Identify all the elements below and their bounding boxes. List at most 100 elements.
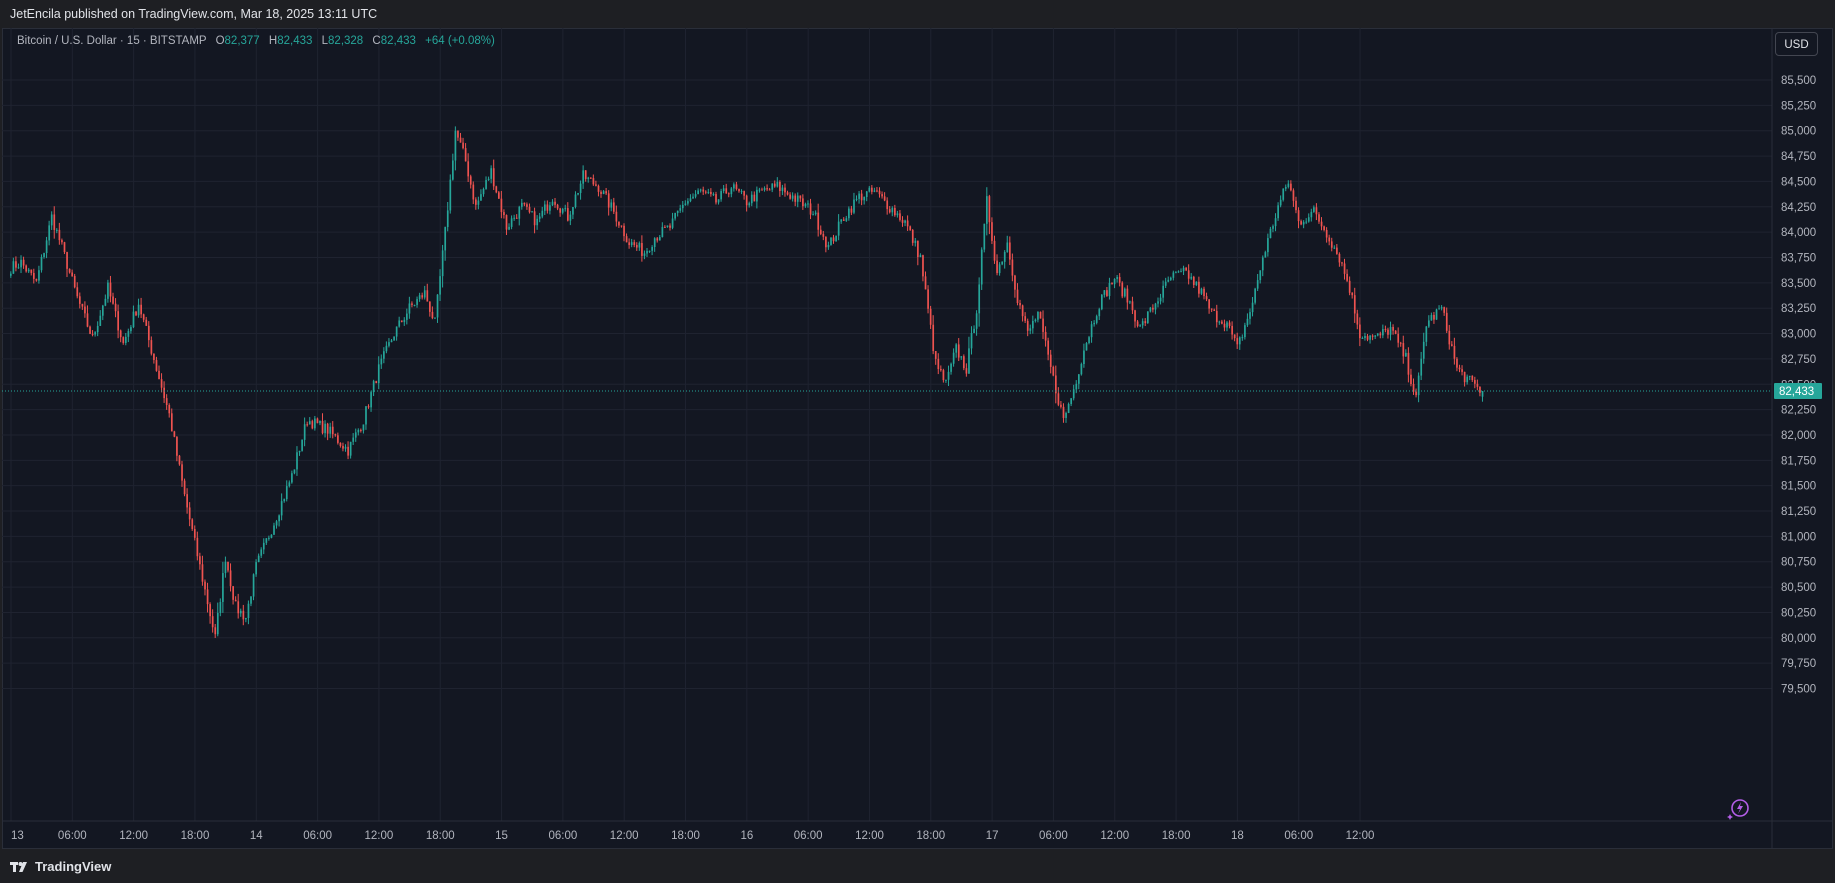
candle-body [168, 404, 171, 414]
candle-body [1307, 217, 1310, 222]
candle-body [209, 604, 211, 617]
candle-body [421, 295, 424, 298]
candle-body [973, 328, 975, 334]
tradingview-brand[interactable]: TradingView [10, 859, 111, 874]
x-tick-label: 17 [986, 830, 999, 842]
candle-body [1131, 301, 1134, 311]
candle-body [1325, 229, 1328, 238]
candle-body [1228, 322, 1231, 326]
candle-body [1236, 338, 1239, 345]
candle-body [1290, 183, 1292, 191]
candle-body [564, 208, 567, 210]
candle-body [1192, 276, 1195, 285]
candle-body [968, 348, 970, 374]
candle-body [247, 603, 250, 619]
candle-body [1208, 299, 1210, 309]
candle-body [748, 203, 751, 206]
candle-body [761, 189, 763, 191]
candle-body [201, 564, 204, 582]
candle-body [132, 311, 135, 328]
candle-body [569, 214, 572, 221]
candle-body [1203, 288, 1205, 297]
candle-body [1172, 272, 1175, 278]
candle-body [1080, 364, 1083, 375]
candle-body [1461, 369, 1463, 372]
currency-button[interactable]: USD [1775, 32, 1818, 56]
candle-body [1282, 188, 1285, 200]
price-chart[interactable]: 79,500 79,750 80,000 80,250 80,500 80,750 81,0… [2, 28, 1833, 849]
candle-body [635, 244, 638, 248]
candle-body [1481, 391, 1484, 397]
y-tick-label: 81,000 [1781, 531, 1816, 543]
candle-body [750, 194, 753, 204]
candle-body [188, 507, 191, 520]
candle-body [602, 191, 605, 194]
candle-body [416, 299, 418, 305]
candle-body [1218, 321, 1221, 323]
candle-body [676, 210, 679, 213]
candle-body [771, 183, 774, 190]
candle-body [538, 216, 541, 219]
candle-body [1259, 270, 1262, 281]
candle-body [725, 188, 728, 194]
candle-body [1141, 321, 1144, 326]
candle-body [1284, 186, 1287, 189]
symbol-title: Bitcoin / U.S. Dollar · 15 · BITSTAMP [17, 35, 207, 47]
candle-body [1077, 374, 1080, 384]
candle-body [477, 200, 480, 205]
candle-body [707, 191, 710, 193]
candle-body [1399, 342, 1402, 344]
candle-body [1233, 334, 1236, 339]
candle-body [170, 413, 173, 432]
candle-body [211, 616, 214, 628]
candle-body [1003, 252, 1006, 262]
candle-body [357, 429, 360, 433]
candle-body [1267, 238, 1269, 253]
candle-body [1026, 320, 1029, 331]
candle-body [1463, 371, 1466, 383]
candle-body [408, 303, 411, 314]
candle-body [587, 177, 590, 179]
candle-body [510, 218, 513, 227]
candle-body [740, 191, 743, 193]
candle-body [63, 242, 66, 253]
y-tick-label: 79,500 [1781, 684, 1816, 696]
candle-body [1085, 343, 1088, 351]
candle-body [1313, 207, 1315, 212]
candle-body [383, 351, 385, 359]
candle-body [1389, 326, 1392, 335]
candle-body [658, 237, 661, 241]
candle-body [911, 230, 914, 243]
candle-body [101, 305, 104, 316]
candle-body [1009, 242, 1011, 260]
candle-body [1410, 374, 1412, 385]
candle-body [1407, 352, 1410, 375]
candle-body [324, 423, 326, 434]
candle-body [273, 525, 275, 535]
x-tick-label: 06:00 [303, 830, 332, 842]
candle-body [1443, 307, 1446, 313]
candle-body [791, 195, 794, 199]
candle-body [894, 207, 896, 216]
candle-body [61, 240, 63, 243]
candle-body [1456, 358, 1458, 368]
candle-body [500, 198, 503, 213]
candle-body [1136, 321, 1139, 327]
candle-body [648, 250, 651, 252]
flash-icon[interactable] [1725, 796, 1751, 822]
candle-body [1169, 277, 1172, 280]
candle-body [124, 336, 127, 343]
y-tick-label: 79,750 [1781, 658, 1816, 670]
candle-body [554, 201, 556, 205]
candle-body [400, 320, 403, 323]
candle-body [1445, 312, 1448, 331]
candle-body [733, 184, 735, 189]
candle-body [789, 194, 791, 199]
candle-body [1387, 329, 1389, 335]
brand-name: TradingView [35, 859, 112, 874]
candle-body [403, 319, 406, 323]
candle-body [863, 196, 866, 201]
y-tick-label: 85,000 [1781, 126, 1816, 138]
candle-body [1376, 333, 1379, 336]
x-tick-label: 18:00 [426, 830, 455, 842]
